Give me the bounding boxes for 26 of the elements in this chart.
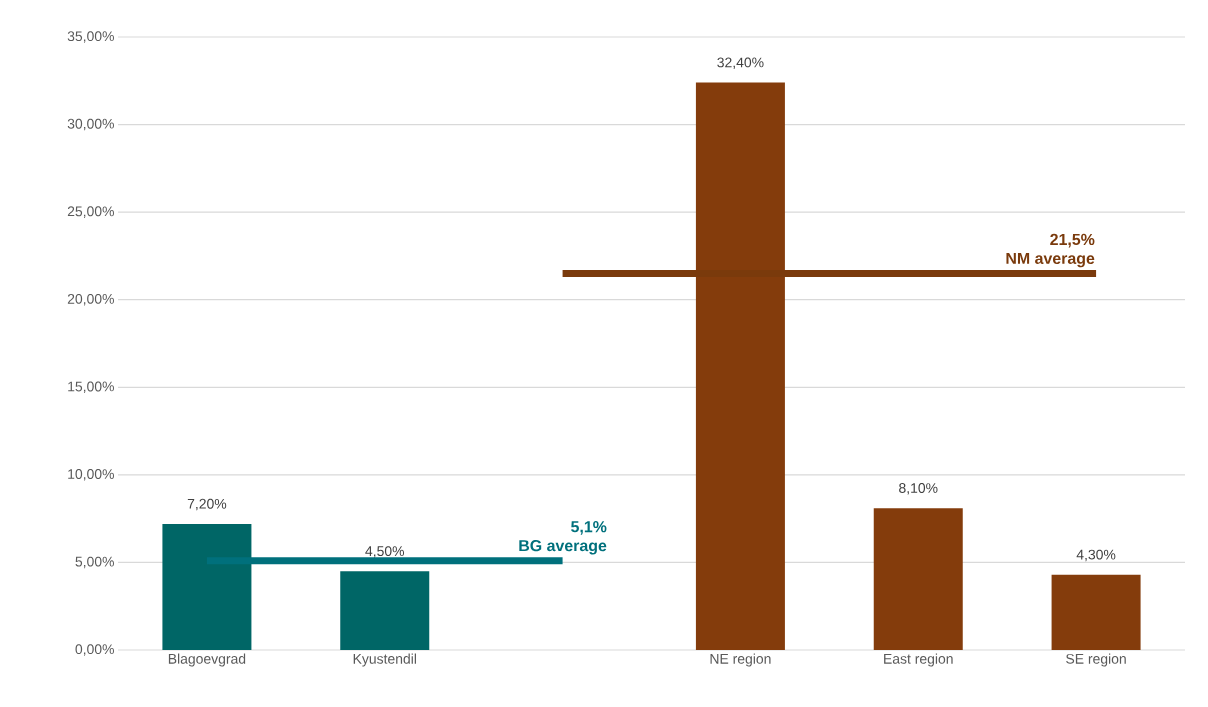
y-tick-label: 35,00% [67, 31, 114, 43]
data-label: 5,1% [571, 521, 607, 535]
data-label: 7,20% [187, 498, 227, 511]
x-tick-label: NE region [710, 653, 771, 667]
y-tick-label: 25,00% [67, 206, 114, 218]
x-tick-label: Blagoevgrad [168, 653, 246, 667]
y-tick-label: 20,00% [67, 293, 114, 306]
x-tick-label: East region [884, 653, 953, 667]
bar [340, 571, 430, 650]
data-label: 4,30% [1076, 549, 1116, 562]
x-tick-label: Kyustendil [353, 653, 416, 667]
y-tick-label: 5,00% [75, 556, 114, 569]
y-tick-label: 30,00% [67, 118, 114, 131]
data-label: 32,40% [717, 57, 764, 70]
data-label: 8,10% [899, 483, 938, 495]
bar [873, 508, 963, 650]
y-tick-label: 15,00% [68, 381, 114, 394]
data-label: 4,50% [365, 546, 405, 558]
x-tick-label: SE region [1066, 653, 1126, 667]
series-label: BG average [519, 539, 607, 555]
y-tick-label: 10,00% [68, 469, 114, 481]
data-label: 21,5% [1050, 233, 1095, 248]
bar [162, 523, 252, 650]
y-tick-label: 0,00% [75, 644, 114, 656]
bar [1051, 574, 1141, 650]
series-label: NM average [1006, 252, 1095, 268]
